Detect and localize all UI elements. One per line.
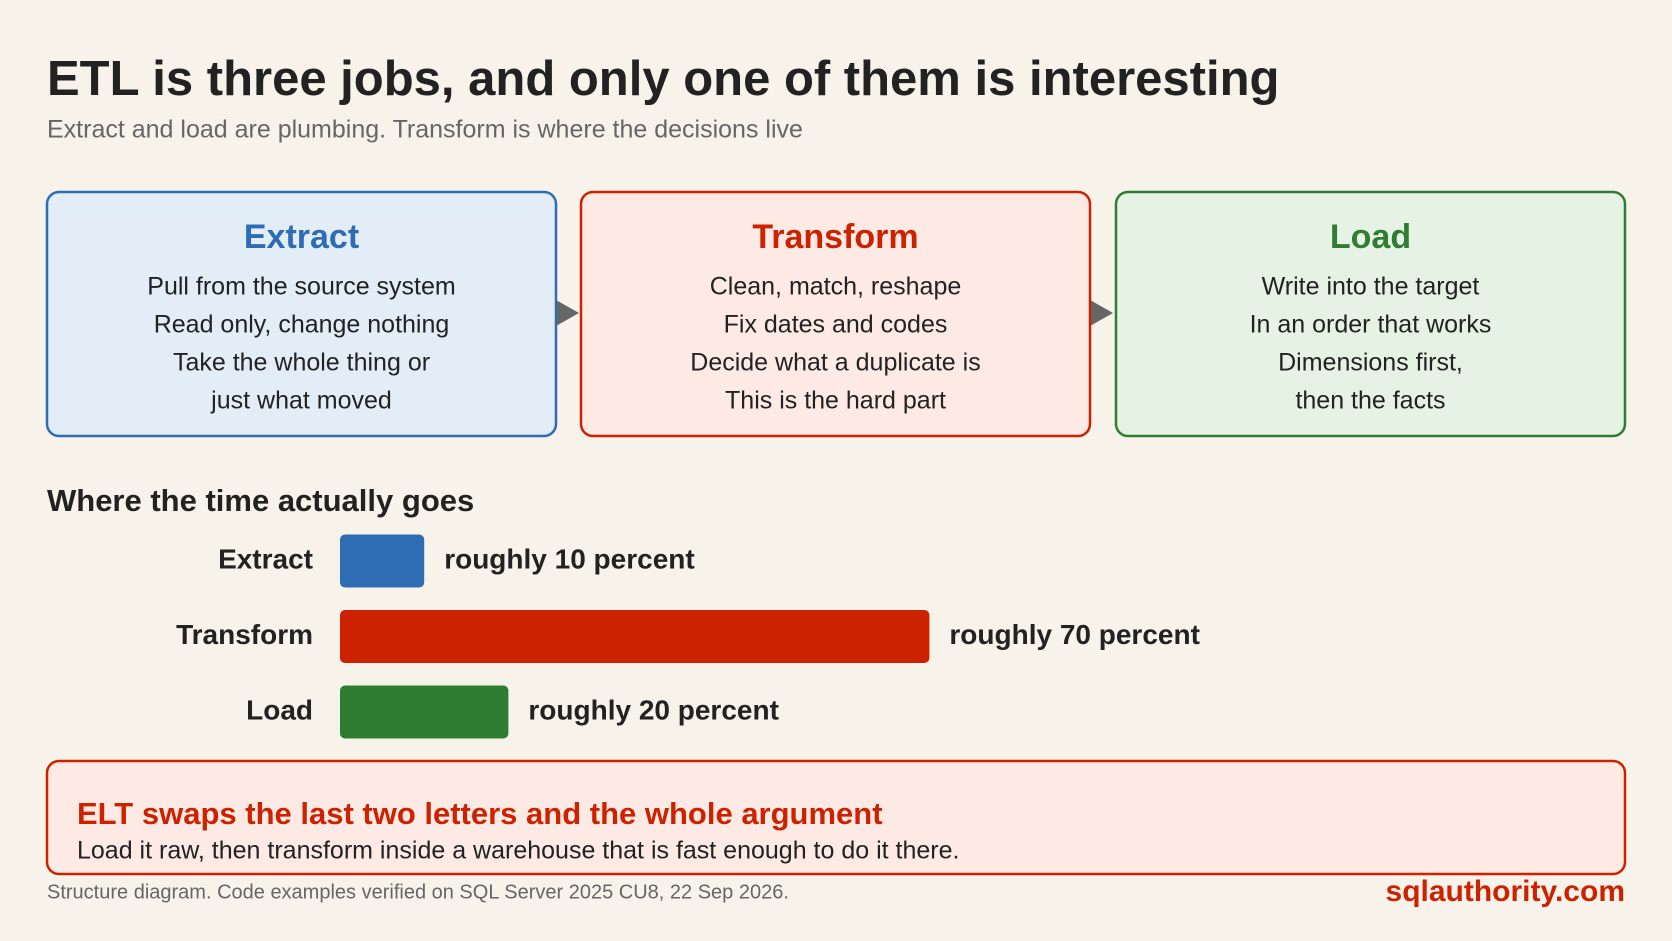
bar (340, 610, 930, 663)
step-line: then the facts (1295, 387, 1445, 415)
step-title: Load (1330, 218, 1411, 256)
bar (340, 534, 425, 588)
step-line: Pull from the source system (147, 273, 455, 301)
step-box (1114, 190, 1627, 438)
bar (340, 685, 509, 739)
bar-label: Load (246, 694, 313, 725)
step-line: just what moved (210, 387, 392, 415)
step-title: Transform (752, 218, 918, 256)
brand: sqlauthority.com (1386, 875, 1625, 908)
step-line: This is the hard part (725, 387, 946, 415)
subtitle: Extract and load are plumbing. Transform… (47, 116, 803, 144)
callout-box (45, 759, 1627, 876)
value-label: roughly 20 percent (528, 694, 779, 725)
value-label: roughly 10 percent (444, 543, 695, 574)
step-line: Dimensions first, (1278, 349, 1463, 377)
step-line: Write into the target (1262, 273, 1480, 301)
value-label: roughly 70 percent (949, 619, 1200, 650)
step-line: Fix dates and codes (724, 311, 948, 339)
bar-label: Transform (176, 619, 313, 650)
bar-label: Extract (218, 543, 313, 574)
step-title: Extract (244, 218, 359, 256)
step-box (45, 190, 558, 438)
callout-text: Load it raw, then transform inside a war… (77, 837, 959, 865)
step-line: Decide what a duplicate is (690, 349, 980, 377)
callout-title: ELT swaps the last two letters and the w… (77, 796, 883, 831)
step-box (579, 190, 1092, 438)
title: ETL is three jobs, and only one of them … (47, 52, 1279, 106)
footer-note: Structure diagram. Code examples verifie… (47, 881, 789, 903)
arrow (556, 300, 579, 326)
step-line: Take the whole thing or (173, 349, 430, 377)
chart-title: Where the time actually goes (47, 483, 474, 518)
step-line: In an order that works (1250, 311, 1492, 339)
step-line: Clean, match, reshape (710, 273, 962, 301)
step-line: Read only, change nothing (154, 311, 450, 339)
arrow (1090, 300, 1113, 326)
